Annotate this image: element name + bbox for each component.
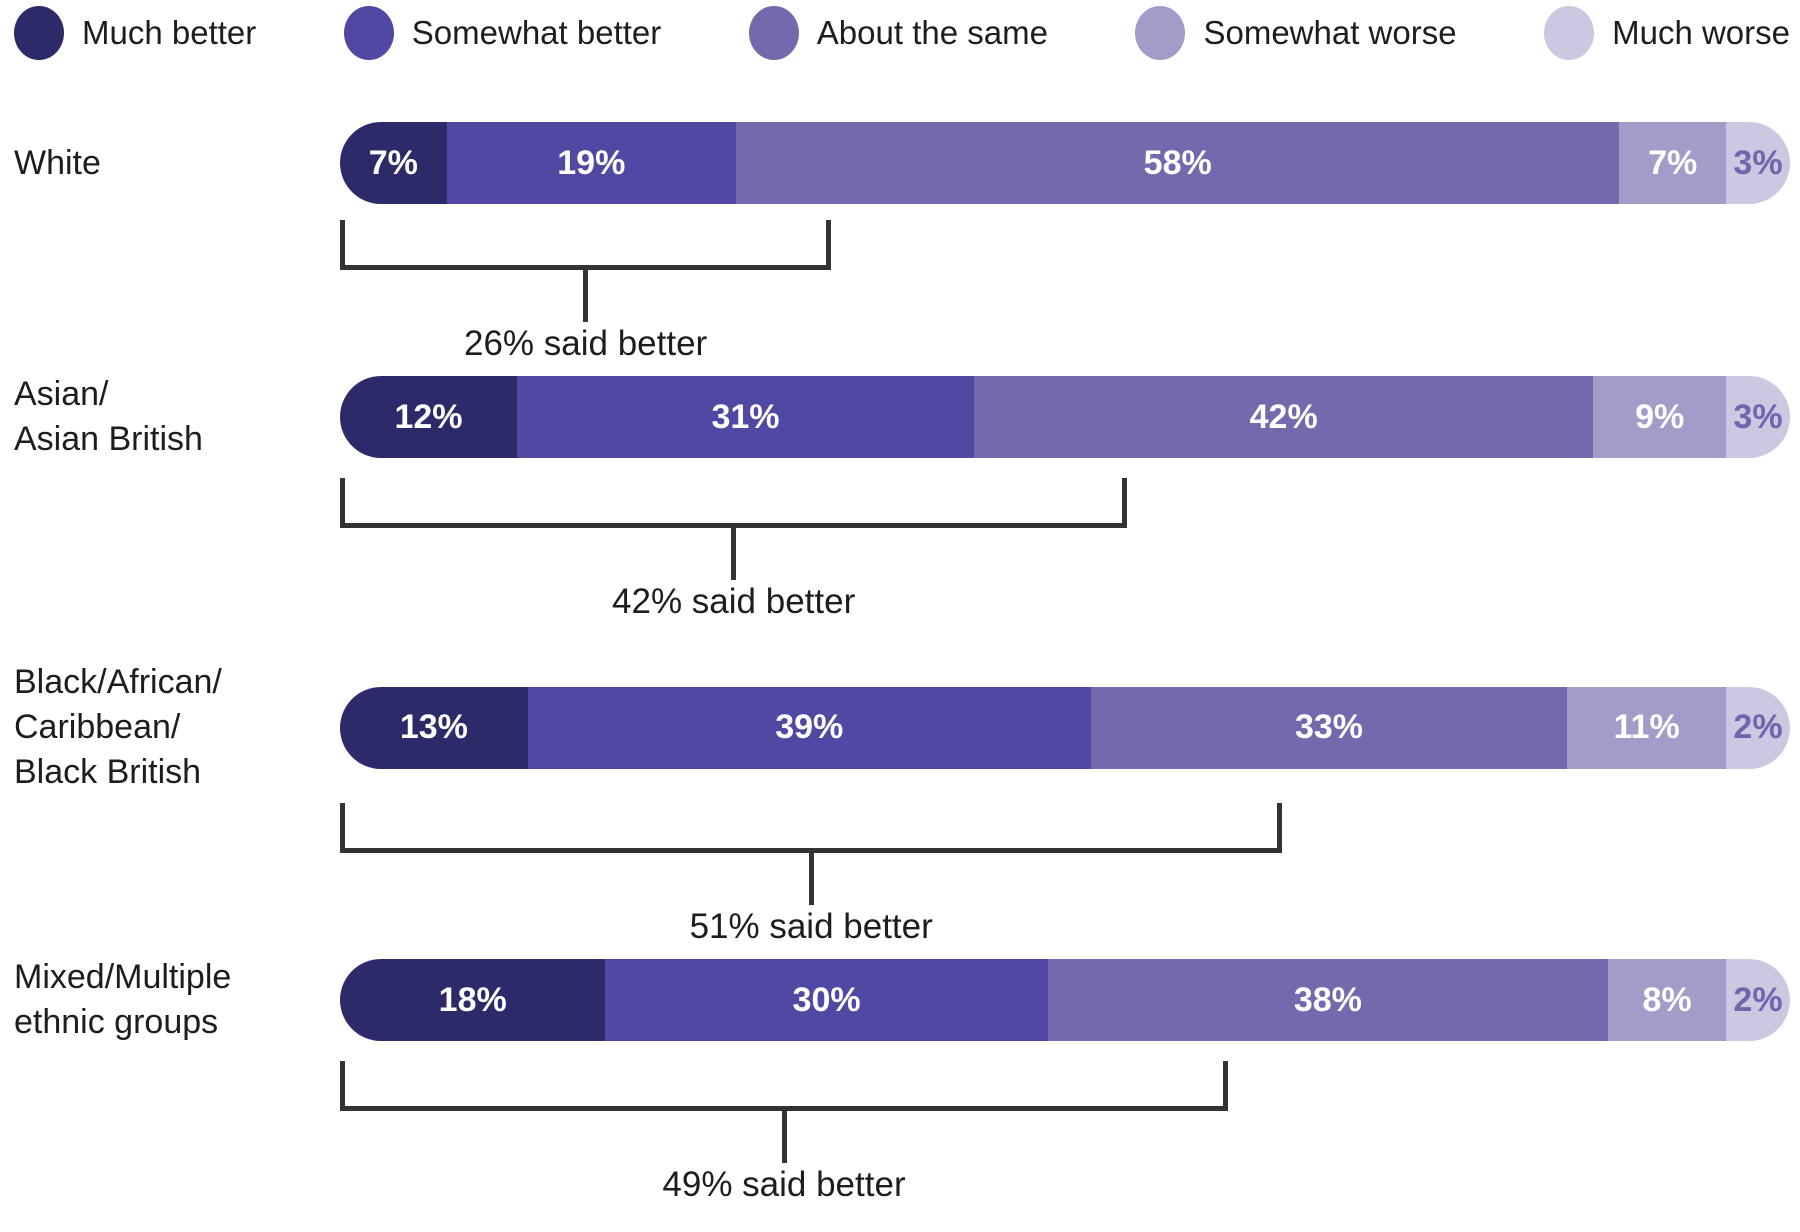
bracket-line: [340, 1061, 1228, 1111]
bar-segment: 19%: [446, 122, 736, 204]
bar-segment: 39%: [527, 686, 1091, 769]
legend-swatch-somewhat-worse: [1135, 5, 1186, 60]
bracket-stem: [731, 528, 737, 580]
row-label-white: White: [14, 143, 101, 182]
legend-item-about-the-same: About the same: [748, 5, 1048, 60]
legend-label: Somewhat worse: [1203, 13, 1457, 51]
better-annotation: 42% said better: [612, 582, 856, 621]
bracket-line: [340, 478, 1128, 528]
legend-label: Much worse: [1612, 13, 1790, 51]
row-white: White 7% 19% 58% 7% 3%: [14, 122, 1790, 204]
legend-swatch-much-worse: [1544, 5, 1595, 60]
row-asian: Asian/ Asian British 12% 31% 42% 9% 3%: [14, 372, 1790, 462]
bar-segment: 30%: [605, 959, 1048, 1041]
legend-label: Much better: [82, 13, 257, 51]
legend-item-much-better: Much better: [14, 5, 257, 60]
better-annotation: 49% said better: [662, 1165, 906, 1204]
bar-segment: 33%: [1090, 686, 1568, 769]
bracket-stem: [781, 1111, 787, 1163]
legend-item-somewhat-worse: Somewhat worse: [1135, 5, 1457, 60]
better-annotation: 51% said better: [689, 907, 933, 946]
bracket-line: [340, 803, 1283, 853]
legend-swatch-somewhat-better: [343, 5, 394, 60]
bar-segment: 58%: [736, 122, 1620, 204]
row-label-asian: Asian/ Asian British: [14, 375, 203, 458]
bar-segment: 11%: [1567, 686, 1726, 769]
bar-segment: 2%: [1726, 959, 1790, 1041]
bar-segment: 9%: [1593, 376, 1726, 458]
bar-segment: 3%: [1726, 376, 1790, 458]
row-label-mixed: Mixed/Multiple ethnic groups: [14, 958, 232, 1041]
stacked-bar: 12% 31% 42% 9% 3%: [340, 376, 1790, 458]
bar-segment: 38%: [1047, 959, 1609, 1041]
row-black: Black/African/ Caribbean/ Black British …: [14, 660, 1790, 795]
bar-segment: 8%: [1608, 959, 1726, 1041]
better-bracket: 51% said better: [340, 803, 1283, 946]
stacked-bar: 13% 39% 33% 11% 2%: [340, 686, 1790, 769]
bar-segment: 42%: [974, 376, 1594, 458]
legend-label: Somewhat better: [411, 13, 662, 51]
legend-label: About the same: [816, 13, 1048, 51]
better-bracket: 49% said better: [340, 1061, 1228, 1204]
legend: Much better Somewhat better About the sa…: [14, 0, 1790, 61]
better-annotation: 26% said better: [464, 324, 708, 363]
bar-segment: 7%: [340, 122, 447, 204]
bracket-stem: [808, 853, 814, 905]
bar-segment: 12%: [340, 376, 517, 458]
bar-segment: 13%: [340, 686, 528, 769]
bracket-stem: [583, 270, 589, 322]
stacked-bar: 18% 30% 38% 8% 2%: [340, 959, 1790, 1041]
bar-segment: 2%: [1726, 686, 1790, 769]
row-mixed: Mixed/Multiple ethnic groups 18% 30% 38%…: [14, 955, 1790, 1045]
row-label-black: Black/African/ Caribbean/ Black British: [14, 663, 222, 791]
legend-item-somewhat-better: Somewhat better: [343, 5, 662, 60]
stacked-bar: 7% 19% 58% 7% 3%: [340, 122, 1790, 204]
bar-segment: 31%: [516, 376, 975, 458]
legend-swatch-much-better: [14, 5, 64, 60]
bar-segment: 7%: [1619, 122, 1726, 204]
bar-segment: 3%: [1726, 122, 1790, 204]
better-bracket: 42% said better: [340, 478, 1128, 621]
legend-item-much-worse: Much worse: [1544, 5, 1790, 60]
legend-swatch-about-the-same: [748, 5, 799, 60]
bar-segment: 18%: [340, 959, 606, 1041]
bracket-line: [340, 220, 832, 270]
better-bracket: 26% said better: [340, 220, 832, 363]
